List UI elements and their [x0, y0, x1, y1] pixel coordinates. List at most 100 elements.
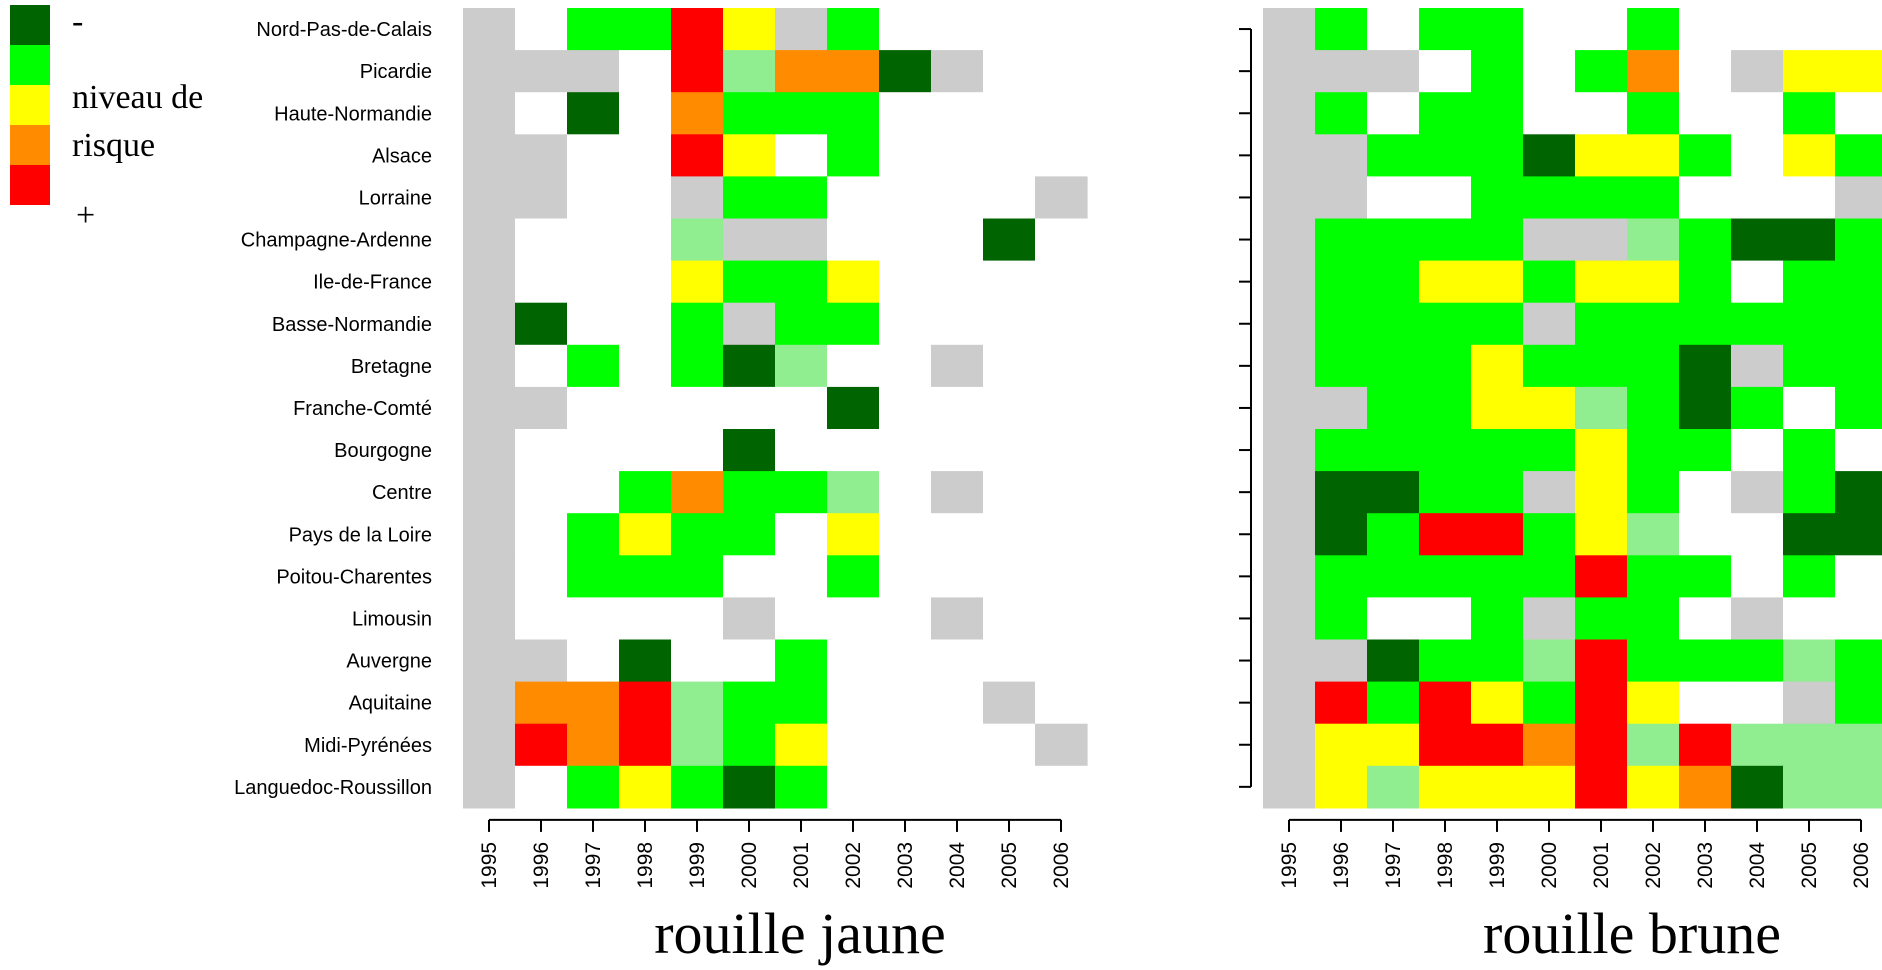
heatmap-cell [1471, 176, 1524, 220]
heatmap-cell [567, 134, 620, 177]
heatmap-cell [1783, 8, 1836, 51]
heatmap-cell [1367, 218, 1420, 262]
heatmap-cell [567, 639, 620, 683]
heatmap-cell [1035, 429, 1088, 472]
heatmap-cell [1419, 302, 1472, 346]
legend: - niveau de risque + [10, 3, 203, 234]
heatmap-cell [1783, 92, 1836, 135]
heatmap-cell [515, 50, 568, 93]
heatmap-cell [1523, 681, 1576, 725]
heatmap-cell [879, 765, 932, 809]
heatmap-cell [1419, 218, 1472, 262]
heatmap-cell [567, 218, 620, 262]
heatmap-cell [1835, 555, 1882, 598]
heatmap-cell [1783, 765, 1836, 809]
heatmap-cell [1419, 555, 1472, 598]
heatmap-cell [931, 344, 984, 388]
heatmap-cell [515, 639, 568, 683]
heatmap-cell [1835, 134, 1882, 177]
heatmap-cell [619, 302, 672, 346]
heatmap-cell [1575, 92, 1628, 135]
heatmap-cell [1783, 344, 1836, 388]
heatmap-cell [1679, 429, 1732, 472]
heatmap-cell [1835, 723, 1882, 767]
heatmap-cell [1263, 723, 1316, 767]
heatmap-cell [1367, 513, 1420, 556]
heatmap-cell [983, 92, 1036, 135]
heatmap-cell [1523, 8, 1576, 51]
heatmap-cell [1783, 176, 1836, 220]
x-tick-label: 2005 [998, 842, 1021, 889]
heatmap-cell [619, 92, 672, 135]
x-tick-label: 2001 [790, 842, 813, 889]
heatmap-cell [983, 429, 1036, 472]
heatmap-cell [1367, 176, 1420, 220]
heatmap-cell [1783, 597, 1836, 641]
heatmap-cell [879, 176, 932, 220]
x-tick-label: 2002 [842, 842, 865, 889]
heatmap-cell [1835, 639, 1882, 683]
heatmap-cell [1783, 134, 1836, 177]
heatmap-cell [1575, 218, 1628, 262]
heatmap-cell [1035, 681, 1088, 725]
heatmap-cell [1679, 597, 1732, 641]
heatmap-cell [567, 92, 620, 135]
heatmap-cell [463, 723, 516, 767]
heatmap-cell [1263, 8, 1316, 51]
heatmap-cell [1627, 218, 1680, 262]
heatmap-cell [879, 218, 932, 262]
x-tick-label: 1995 [478, 842, 501, 889]
heatmap-cell [1315, 302, 1368, 346]
heatmap-cell [983, 639, 1036, 683]
heatmap-cell [879, 134, 932, 177]
heatmap-cell [515, 344, 568, 388]
heatmap-cell [515, 471, 568, 514]
region-label: Ile-de-France [313, 272, 432, 294]
heatmap-cell [1575, 260, 1628, 304]
heatmap-cell [1835, 344, 1882, 388]
heatmap-cell [1731, 50, 1784, 93]
heatmap-cell [1419, 765, 1472, 809]
heatmap-cell [1731, 513, 1784, 556]
heatmap-cell [1679, 302, 1732, 346]
heatmap-cell [1679, 723, 1732, 767]
heatmap-cell [1783, 260, 1836, 304]
heatmap-cell [1835, 429, 1882, 472]
heatmap-cell [827, 344, 880, 388]
heatmap-cell [1419, 597, 1472, 641]
region-label: Midi-Pyrénées [304, 735, 432, 757]
x-tick-label: 1999 [1486, 842, 1509, 889]
heatmap-cell [1523, 302, 1576, 346]
heatmap-cell [1419, 50, 1472, 93]
heatmap-cell [1419, 639, 1472, 683]
x-tick-label: 2006 [1050, 842, 1073, 889]
heatmap-cell [827, 429, 880, 472]
heatmap-cell [1471, 723, 1524, 767]
heatmap-cell [827, 50, 880, 93]
heatmap-cell [931, 260, 984, 304]
heatmap-cell [671, 513, 724, 556]
heatmap-cell [1035, 260, 1088, 304]
heatmap-cell [1835, 765, 1882, 809]
heatmap-cell [1731, 639, 1784, 683]
heatmap-cell [1783, 218, 1836, 262]
heatmap-cell [1679, 344, 1732, 388]
legend-swatch-yellow [10, 85, 50, 125]
heatmap-cell [1731, 386, 1784, 430]
region-label: Auvergne [346, 651, 432, 673]
heatmap-cell [1471, 344, 1524, 388]
heatmap-cell [827, 218, 880, 262]
heatmap-cell [1731, 723, 1784, 767]
heatmap-cell [1523, 50, 1576, 93]
heatmap-cell [1523, 723, 1576, 767]
heatmap-cell [1419, 176, 1472, 220]
heatmap-cell [1035, 176, 1088, 220]
heatmap-cell [1523, 260, 1576, 304]
heatmap-cell [931, 176, 984, 220]
heatmap-cell [619, 134, 672, 177]
heatmap-cell [619, 513, 672, 556]
heatmap-cell [463, 471, 516, 514]
heatmap-cell [723, 681, 776, 725]
x-tick-label: 2004 [1746, 842, 1769, 889]
heatmap-cell [983, 597, 1036, 641]
